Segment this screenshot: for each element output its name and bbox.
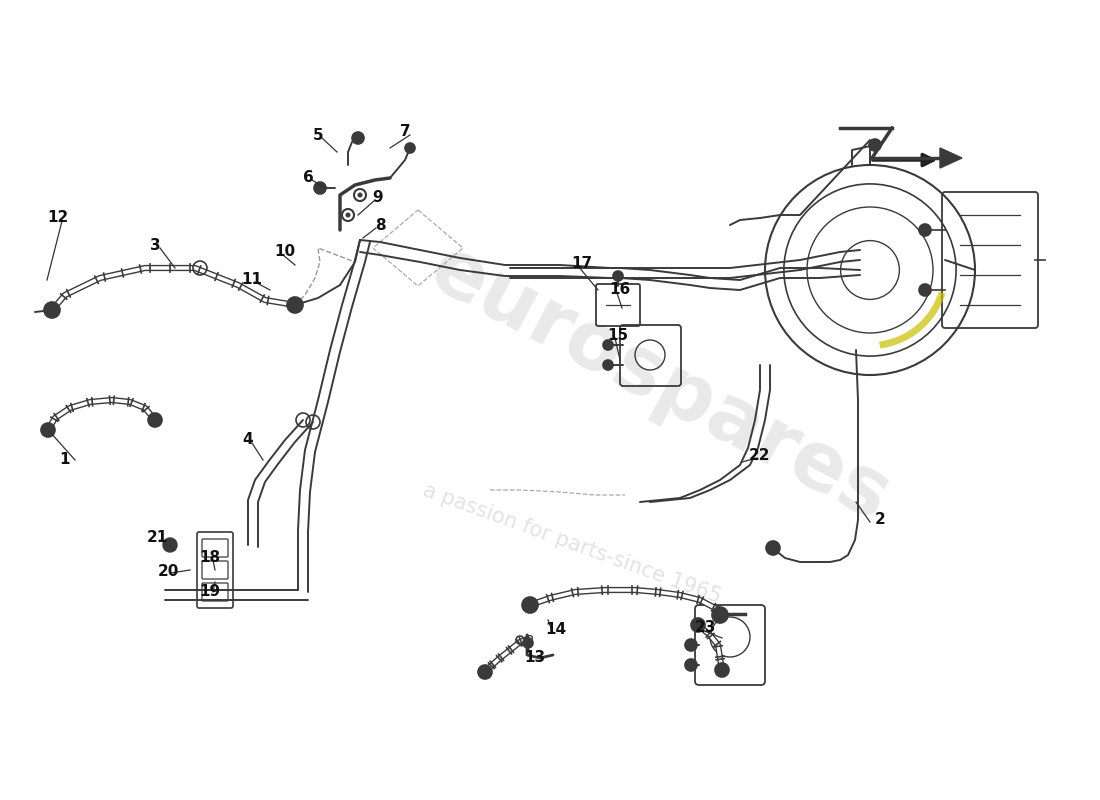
Circle shape	[685, 659, 697, 671]
Text: 14: 14	[546, 622, 566, 638]
Circle shape	[44, 302, 60, 318]
Text: 21: 21	[146, 530, 167, 546]
Circle shape	[869, 139, 881, 151]
Text: 7: 7	[399, 125, 410, 139]
Circle shape	[314, 182, 326, 194]
Circle shape	[478, 665, 492, 679]
Circle shape	[522, 597, 538, 613]
Circle shape	[712, 607, 728, 623]
Circle shape	[691, 618, 705, 632]
Circle shape	[918, 224, 931, 236]
Text: 17: 17	[571, 255, 593, 270]
Circle shape	[603, 340, 613, 350]
Text: 23: 23	[694, 621, 716, 635]
Circle shape	[603, 360, 613, 370]
Circle shape	[358, 193, 363, 198]
Text: 10: 10	[274, 245, 296, 259]
Polygon shape	[940, 148, 962, 168]
Text: 3: 3	[150, 238, 161, 253]
Circle shape	[148, 413, 162, 427]
Circle shape	[405, 143, 415, 153]
Text: a passion for parts-since 1965: a passion for parts-since 1965	[420, 481, 724, 607]
Text: 6: 6	[302, 170, 313, 186]
Text: 8: 8	[375, 218, 385, 233]
Circle shape	[163, 538, 177, 552]
Text: 2: 2	[874, 513, 886, 527]
Text: 15: 15	[607, 327, 628, 342]
Circle shape	[918, 284, 931, 296]
Text: 1: 1	[59, 453, 70, 467]
Text: 12: 12	[47, 210, 68, 226]
Text: 4: 4	[243, 433, 253, 447]
Text: 13: 13	[525, 650, 546, 666]
Text: 9: 9	[373, 190, 383, 206]
Text: 18: 18	[199, 550, 221, 566]
Circle shape	[352, 132, 364, 144]
Circle shape	[41, 423, 55, 437]
Text: 5: 5	[312, 127, 323, 142]
Text: 20: 20	[157, 565, 178, 579]
Text: 16: 16	[609, 282, 630, 298]
Circle shape	[685, 639, 697, 651]
Text: 22: 22	[749, 447, 771, 462]
Circle shape	[522, 638, 534, 648]
Circle shape	[613, 271, 623, 281]
Circle shape	[766, 541, 780, 555]
Text: 19: 19	[199, 585, 221, 599]
Text: 11: 11	[242, 273, 263, 287]
Circle shape	[287, 297, 303, 313]
Circle shape	[345, 213, 351, 218]
Text: eurospares: eurospares	[417, 230, 903, 538]
Circle shape	[715, 663, 729, 677]
